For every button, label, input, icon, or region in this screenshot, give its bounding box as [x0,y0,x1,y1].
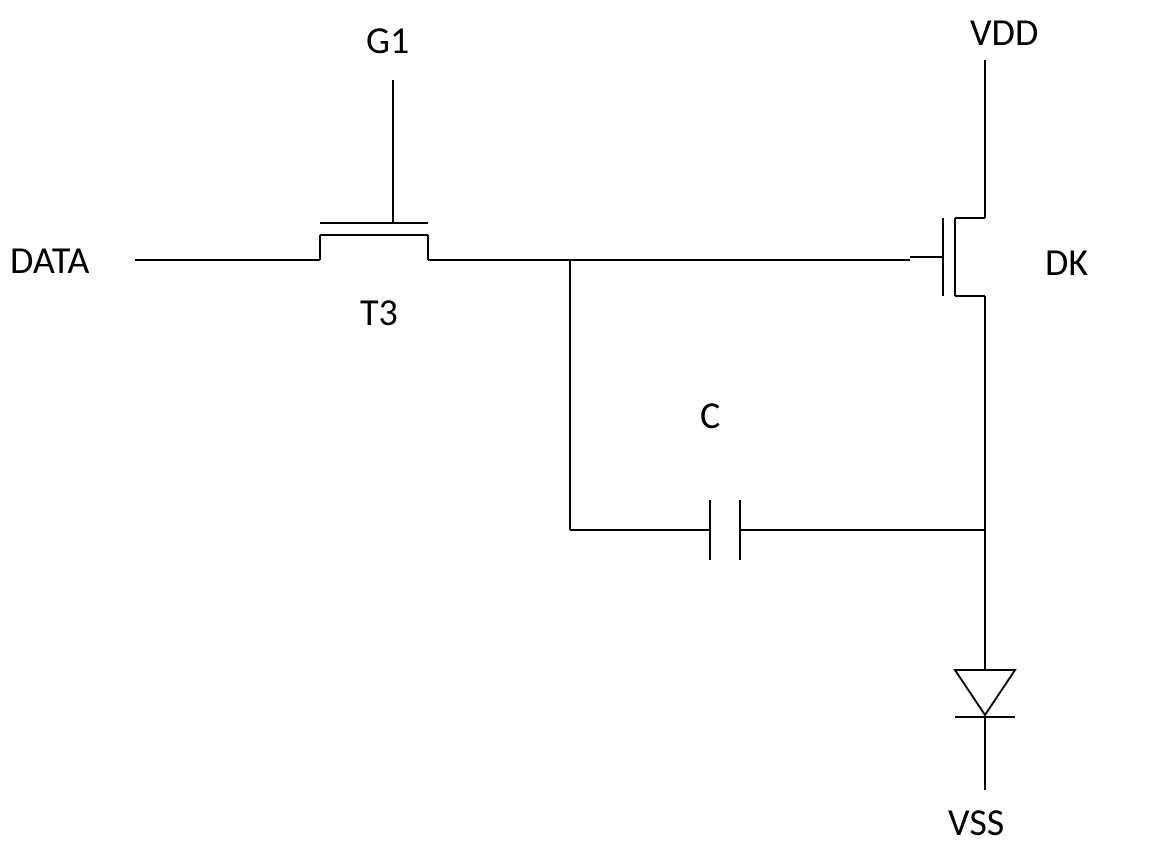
diode-triangle [955,670,1015,715]
circuit-diagram [0,0,1164,855]
